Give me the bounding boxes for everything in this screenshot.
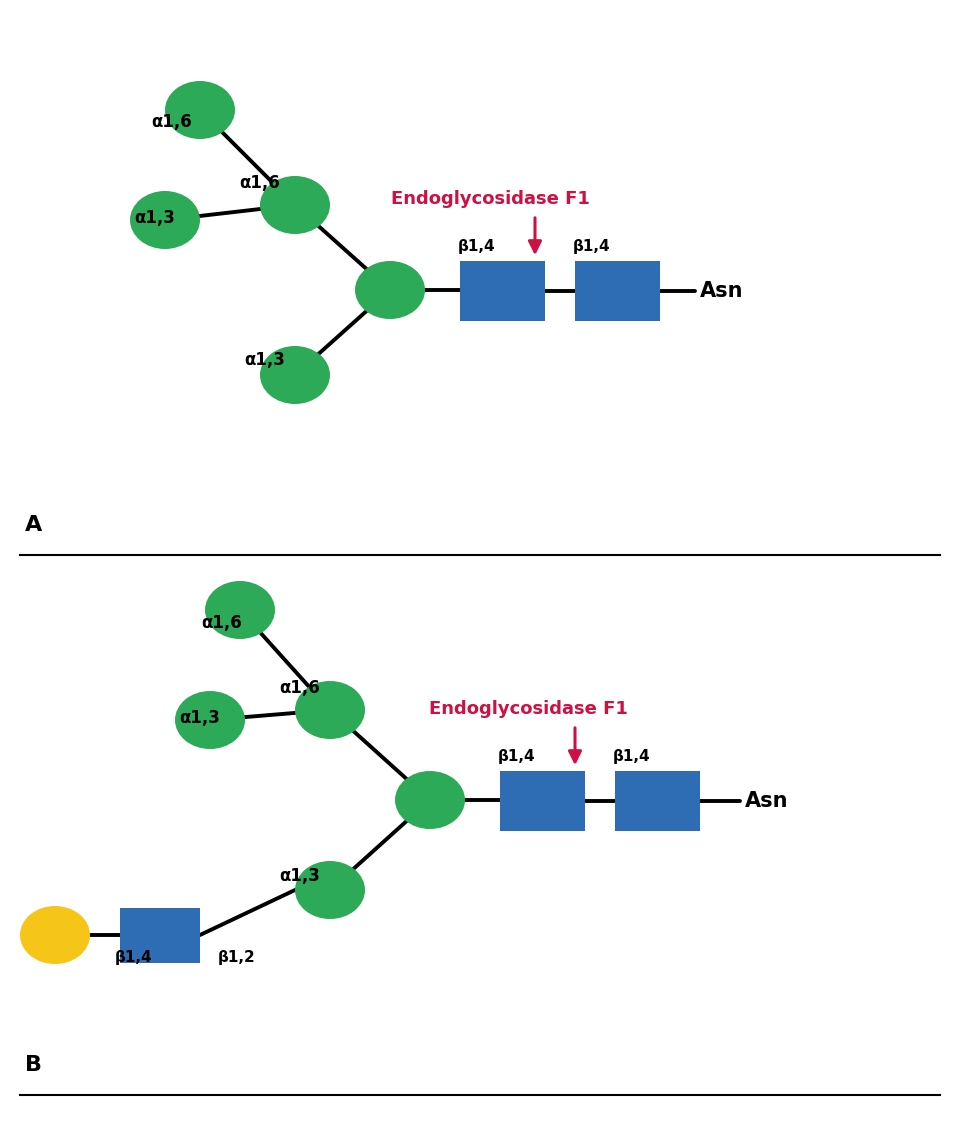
- Ellipse shape: [175, 691, 245, 749]
- Bar: [120, 908, 200, 963]
- Text: β1,4: β1,4: [613, 749, 651, 764]
- Text: β1,4: β1,4: [458, 239, 495, 254]
- Ellipse shape: [295, 861, 365, 919]
- Ellipse shape: [295, 681, 365, 738]
- Ellipse shape: [130, 191, 200, 250]
- Text: Endoglycosidase F1: Endoglycosidase F1: [391, 190, 589, 208]
- Text: β1,2: β1,2: [218, 950, 255, 966]
- Text: β1,4: β1,4: [115, 950, 153, 966]
- Ellipse shape: [355, 261, 425, 319]
- Bar: [460, 261, 545, 321]
- Ellipse shape: [395, 771, 465, 830]
- Text: β1,4: β1,4: [573, 239, 611, 254]
- Ellipse shape: [20, 906, 90, 964]
- Text: Asn: Asn: [745, 791, 788, 812]
- Text: α1,3: α1,3: [180, 709, 221, 727]
- Text: Endoglycosidase F1: Endoglycosidase F1: [428, 700, 628, 718]
- Ellipse shape: [165, 81, 235, 139]
- Text: Asn: Asn: [700, 281, 743, 301]
- Text: A: A: [25, 515, 42, 535]
- Text: β1,4: β1,4: [498, 749, 536, 764]
- Text: B: B: [25, 1055, 42, 1075]
- Text: α1,3: α1,3: [134, 209, 176, 227]
- Bar: [500, 771, 585, 831]
- Ellipse shape: [260, 346, 330, 404]
- Ellipse shape: [205, 581, 275, 640]
- Ellipse shape: [260, 176, 330, 234]
- Text: α1,6: α1,6: [152, 114, 192, 132]
- Text: α1,6: α1,6: [202, 614, 242, 632]
- Bar: [615, 771, 700, 831]
- Bar: [575, 261, 660, 321]
- Text: α1,3: α1,3: [279, 867, 321, 885]
- Text: α1,6: α1,6: [240, 174, 280, 192]
- Text: α1,6: α1,6: [279, 679, 321, 697]
- Text: α1,3: α1,3: [245, 351, 285, 369]
